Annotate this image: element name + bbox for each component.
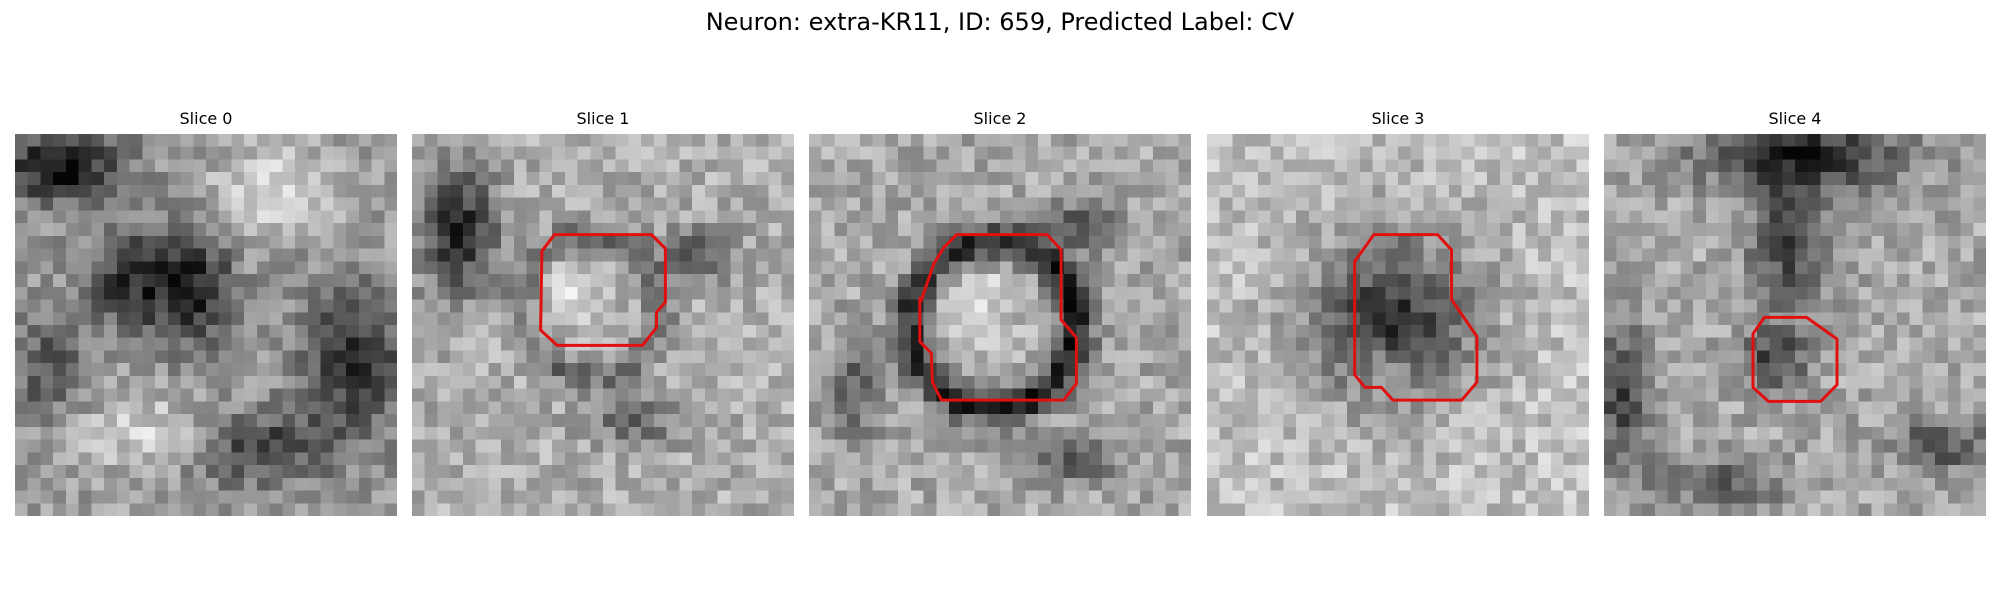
slice-pixels: [15, 134, 397, 516]
slice-image-0: [15, 134, 397, 516]
slice-title-2: Slice 2: [809, 109, 1191, 129]
slice-title-3: Slice 3: [1207, 109, 1589, 129]
slice-pixels: [1604, 134, 1986, 516]
slice-image-2: [809, 134, 1191, 516]
slice-image-3: [1207, 134, 1589, 516]
figure-title: Neuron: extra-KR11, ID: 659, Predicted L…: [0, 6, 2000, 38]
slice-title-0: Slice 0: [15, 109, 397, 129]
slice-image-1: [412, 134, 794, 516]
slice-pixels: [809, 134, 1191, 516]
slice-image-4: [1604, 134, 1986, 516]
slice-pixels: [412, 134, 794, 516]
slice-title-4: Slice 4: [1604, 109, 1986, 129]
slice-title-1: Slice 1: [412, 109, 794, 129]
slice-pixels: [1207, 134, 1589, 516]
